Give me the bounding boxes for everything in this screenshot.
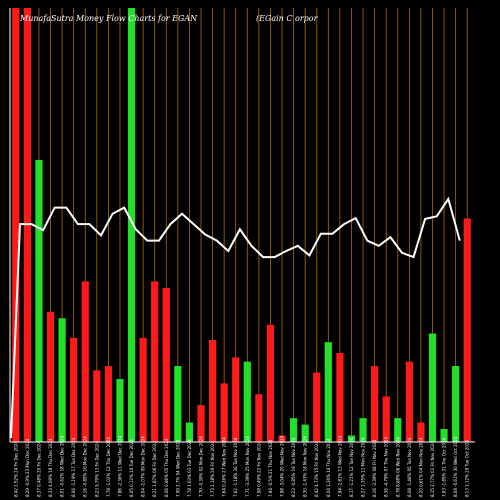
x-tick-label: 8.05 0.12% 10 Tue Dec 2024	[129, 439, 134, 497]
money-flow-bar	[127, 8, 136, 442]
x-tick-label: 8.42 1.52% 24 Fri Dec 2024	[13, 441, 18, 497]
money-flow-bar	[266, 324, 275, 442]
money-flow-bar	[359, 418, 367, 442]
money-flow-bar	[371, 366, 379, 442]
x-tick-label: 8.36 -4.79% 07 Thu Nov 2024	[384, 437, 389, 497]
money-flow-bar	[12, 8, 20, 442]
x-tick-label: 8.42 4.73% 15 Fri Nov 2024	[314, 441, 319, 497]
x-tick-label: 7.70 -0.39% 02 Mon Dec 2024	[199, 436, 204, 497]
chart-subtitle: (EGain C orpor	[256, 14, 319, 23]
x-tick-label: 7.64 0.26% 27 Wed Nov 2024	[222, 437, 227, 497]
x-tick-label: 8.30 -1.43% 18 Mon Nov 2024	[303, 436, 308, 497]
x-tick-label: 7.99 2.7% 04 Wed Dec 2024	[175, 439, 180, 497]
x-tick-label: 8.20 0.61% 04 Mon Nov 2024	[418, 437, 423, 497]
x-tick-label: 7.94 -0.5% 21 Thu Nov 2024	[268, 439, 273, 497]
x-tick-label: 8.08 -1.46% 05 Tue Nov 2024	[407, 437, 412, 497]
money-flow-bar	[313, 372, 321, 442]
money-flow-bar	[394, 418, 402, 442]
x-tick-label: 7.98 -3.04% 20 Wed Nov 2024	[280, 435, 285, 497]
money-flow-bar	[151, 281, 159, 442]
x-tick-label: 8.13 1.12% 29 Tue Oct 2024	[465, 440, 470, 497]
x-tick-label: 8.27 1.35% 11 Mon Nov 2024	[361, 437, 366, 497]
money-flow-bar	[301, 424, 309, 442]
x-tick-label: 8.78 8.68% 06 Wed Nov 2024	[395, 437, 400, 497]
x-tick-label: 8.33 4.09% 19 Thu Dec 2024	[48, 438, 53, 497]
money-flow-bar	[232, 357, 240, 442]
money-flow-bar	[208, 340, 217, 442]
money-flow-bar	[417, 422, 425, 442]
money-flow-bar	[58, 318, 66, 442]
money-flow-bar	[70, 337, 78, 442]
money-flow-bar	[35, 159, 43, 442]
money-flow-bar	[174, 366, 182, 442]
x-tick-label: 8.04 1.26% 14 Thu Nov 2024	[326, 438, 331, 497]
x-tick-label: 8.37 0.48% 20 Fri Dec 2024	[36, 441, 41, 497]
money-flow-bar	[46, 311, 55, 442]
x-tick-label: 7.73 1.18% 29 Fri Nov 2024	[210, 441, 215, 497]
money-flow-bar	[162, 287, 170, 442]
price-line-layer	[10, 196, 461, 439]
money-flow-bar	[452, 366, 460, 442]
x-tick-label: 8.29 -0.9% 23 Mon Dec 2024	[25, 438, 30, 497]
money-flow-bar	[278, 435, 286, 442]
x-tick-label: 8.06 0.86% 05 Thu Dec 2024	[164, 438, 169, 497]
x-tick-label: 8.01 -0.62% 18 Wed Dec 2024	[60, 435, 65, 497]
x-tick-label: 7.98 0.49% 22 Fri Nov 2024	[256, 441, 261, 497]
x-tick-label: 8.08 -0.61% 30 Wed Oct 2024	[453, 436, 458, 497]
money-flow-bar	[104, 366, 112, 442]
money-flow-bar	[428, 333, 437, 442]
x-tick-label: 7.78 1.03% 03 Tue Dec 2024	[187, 439, 192, 497]
money-flow-bar	[463, 218, 471, 442]
money-flow-bar	[220, 383, 228, 442]
x-tick-label: 8.16 -0.85% 16 Mon Dec 2024	[83, 436, 88, 497]
x-tick-label: 7.93 -1.85% 31 Thu Oct 2024	[442, 437, 447, 497]
x-tick-label: 8.15 2.77% 01 Fri Nov 2024	[430, 441, 435, 497]
price-line	[10, 196, 461, 439]
money-flow-bar	[93, 370, 101, 442]
x-tick-label: 8.17 -1.21% 12 Tue Nov 2024	[349, 437, 354, 497]
money-flow-bar	[139, 337, 147, 442]
money-flow-bar	[185, 422, 193, 442]
chart-title: MunafaSutra Money Flow Charts for EGAN	[19, 14, 198, 23]
money-flow-bar	[197, 405, 205, 442]
money-flow-bar	[290, 418, 298, 442]
x-tick-label: 7.62 -1.18% 26 Tue Nov 2024	[233, 437, 238, 497]
x-tick-label: 7.94 -2.81% 13 Wed Nov 2024	[337, 435, 342, 497]
money-flow-bar	[116, 379, 124, 442]
x-tick-label: 7.71 -3.39% 25 Mon Nov 2024	[245, 436, 250, 497]
x-tick-label: 8.06 -1.19% 17 Tue Dec 2024	[71, 437, 76, 497]
money-flow-bar	[255, 394, 263, 442]
money-flow-bar	[405, 361, 413, 442]
money-flow-bar	[324, 342, 332, 442]
x-tick-label: 8.04 -2.07% 09 Mon Dec 2024	[141, 436, 146, 497]
money-flow-bar	[382, 396, 390, 442]
money-flow-bar	[440, 428, 448, 442]
x-tick-label: 8.23 5.79% 13 Fri Dec 2024	[94, 441, 99, 497]
x-tick-label: 8.21 1.87% 06 Fri Dec 2024	[152, 441, 157, 497]
x-tick-label: 8.16 -2.39% 08 Fri Nov 2024	[372, 439, 377, 497]
x-tick-labels: 8.42 1.52% 24 Fri Dec 2024 8.29 -0.9% 23 …	[13, 435, 469, 497]
money-flow-bar	[243, 361, 251, 442]
money-flow-bar	[336, 353, 344, 442]
x-tick-label: 7.78 -1.02% 12 Thu Dec 2024	[106, 437, 111, 497]
x-tick-label: 7.86 -2.36% 11 Wed Dec 2024	[118, 435, 123, 497]
money-flow-bar	[347, 435, 356, 442]
x-tick-label: 8.23 -0.85% 19 Tue Nov 2024	[291, 437, 296, 497]
money-flow-bar	[81, 281, 89, 442]
